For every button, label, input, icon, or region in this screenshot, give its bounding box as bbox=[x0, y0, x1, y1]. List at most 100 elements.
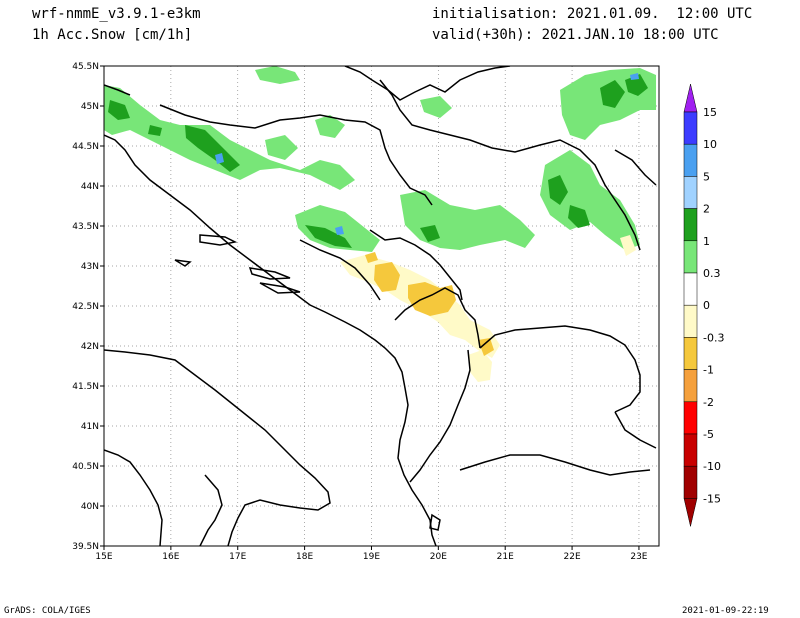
model-title: wrf-nmmE_v3.9.1-e3km bbox=[32, 6, 201, 22]
lon-tick-label: 15E bbox=[95, 552, 112, 562]
melt-area-orange-4 bbox=[365, 252, 378, 263]
colorbar-label: -0.3 bbox=[703, 331, 724, 344]
italy-gulf bbox=[199, 474, 223, 546]
snow-area-mid3 bbox=[265, 135, 298, 160]
lon-tick-label: 19E bbox=[363, 552, 380, 562]
border-slo-cro bbox=[104, 84, 131, 96]
italy-coast bbox=[104, 349, 331, 546]
colorbar-label: 10 bbox=[703, 138, 717, 151]
colorbar-box bbox=[683, 240, 698, 274]
colorbar: 15 10 5 2 1 0.3 0 -0.3 -1 -2 -5 -10 -15 bbox=[683, 83, 724, 527]
colorbar-top-arrow bbox=[683, 83, 698, 113]
lat-tick-label: 43.5N bbox=[72, 222, 99, 232]
colorbar-label: -10 bbox=[703, 460, 721, 473]
snow-area-romania bbox=[540, 150, 640, 250]
border-bih-south bbox=[299, 239, 381, 301]
snow-core-2 bbox=[185, 125, 240, 172]
colorbar-label: 0.3 bbox=[703, 267, 721, 280]
adriatic-coast-east bbox=[104, 134, 437, 546]
snow-core-7 bbox=[625, 74, 648, 96]
lat-tick-label: 42N bbox=[81, 342, 99, 352]
border-cro-bih bbox=[159, 104, 433, 206]
border-bulgaria bbox=[614, 411, 657, 449]
snow-spot-blue-1 bbox=[215, 153, 224, 164]
border-ne bbox=[614, 149, 657, 186]
lat-tick-label: 41.5N bbox=[72, 382, 99, 392]
snow-core-4 bbox=[305, 225, 352, 248]
melt-area-pale-3 bbox=[620, 235, 636, 256]
island-1 bbox=[199, 234, 238, 246]
italy-heel bbox=[104, 449, 163, 546]
border-serbia-romania bbox=[379, 79, 641, 251]
snow-area-mid bbox=[315, 115, 345, 138]
lat-tick-label: 42.5N bbox=[72, 302, 99, 312]
border-albania-greece bbox=[409, 349, 471, 483]
lon-tick-label: 22E bbox=[564, 552, 581, 562]
snow-core-5 bbox=[548, 175, 568, 205]
snow-spot-blue-3 bbox=[630, 73, 639, 80]
init-time: initialisation: 2021.01.09. 12:00 UTC bbox=[432, 6, 753, 22]
snow-core-3 bbox=[148, 125, 162, 136]
lon-tick-label: 23E bbox=[630, 552, 647, 562]
colorbar-label: -1 bbox=[703, 364, 714, 377]
colorbar-label: 5 bbox=[703, 170, 710, 183]
colorbar-box bbox=[683, 143, 698, 177]
snow-spot-blue-2 bbox=[335, 226, 344, 235]
lat-tick-label: 41N bbox=[81, 422, 99, 432]
field-title: 1h Acc.Snow [cm/1h] bbox=[32, 27, 193, 43]
colorbar-bottom-arrow bbox=[683, 498, 698, 527]
lat-tick-label: 45N bbox=[81, 102, 99, 112]
precip-field bbox=[104, 66, 656, 382]
border-macedonia bbox=[479, 325, 641, 413]
footer-timestamp: 2021-01-09-22:19 bbox=[682, 606, 769, 616]
melt-area-pale-2 bbox=[468, 350, 492, 382]
footer-credit: GrADS: COLA/IGES bbox=[4, 606, 91, 616]
colorbar-box bbox=[683, 401, 698, 435]
colorbar-label: 0 bbox=[703, 299, 710, 312]
melt-area-orange-1 bbox=[374, 262, 400, 292]
lat-tick-label: 39.5N bbox=[72, 542, 99, 552]
snow-area-north bbox=[255, 66, 300, 84]
colorbar-box bbox=[683, 111, 698, 145]
colorbar-label: -15 bbox=[703, 492, 721, 505]
border-mne bbox=[369, 229, 463, 301]
melt-area-orange-3 bbox=[478, 338, 494, 356]
island-4 bbox=[174, 259, 192, 267]
lat-tick-label: 44.5N bbox=[72, 142, 99, 152]
snow-area-mid2 bbox=[420, 96, 452, 118]
snow-core-1 bbox=[108, 100, 130, 120]
melt-area-orange-2 bbox=[408, 282, 456, 316]
island-3 bbox=[259, 282, 301, 294]
lat-tick-label: 43N bbox=[81, 262, 99, 272]
snow-core-6 bbox=[600, 80, 625, 108]
lon-tick-label: 18E bbox=[296, 552, 313, 562]
valid-time: valid(+30h): 2021.JAN.10 18:00 UTC bbox=[432, 27, 719, 43]
colorbar-box bbox=[683, 433, 698, 467]
lon-tick-label: 16E bbox=[162, 552, 179, 562]
lake bbox=[429, 513, 441, 531]
colorbar-label: -5 bbox=[703, 428, 714, 441]
coastlines-borders bbox=[104, 66, 657, 546]
colorbar-box bbox=[683, 176, 698, 209]
colorbar-box bbox=[683, 272, 698, 306]
colorbar-label: 1 bbox=[703, 235, 710, 248]
colorbar-box bbox=[683, 304, 698, 338]
lon-tick-label: 21E bbox=[497, 552, 514, 562]
island-2 bbox=[248, 267, 291, 280]
border-albania-north bbox=[394, 287, 481, 349]
snow-area-croatia bbox=[104, 85, 355, 190]
lat-tick-label: 45.5N bbox=[72, 62, 99, 72]
snow-area-serbia bbox=[400, 190, 535, 250]
colorbar-box bbox=[683, 337, 698, 370]
border-north bbox=[344, 66, 511, 101]
lat-tick-label: 40N bbox=[81, 502, 99, 512]
axis-ticks: 15E 16E 17E 18E 19E 20E 21E 22E 23E 39.5N 40N 40.5N… bbox=[72, 62, 648, 562]
lat-tick-label: 40.5N bbox=[72, 462, 99, 472]
colorbar-label: -2 bbox=[703, 396, 714, 409]
colorbar-label: 2 bbox=[703, 203, 710, 216]
snow-core-9 bbox=[420, 225, 440, 242]
lon-tick-label: 20E bbox=[430, 552, 447, 562]
snow-core-8 bbox=[568, 205, 590, 228]
lon-tick-label: 17E bbox=[229, 552, 246, 562]
